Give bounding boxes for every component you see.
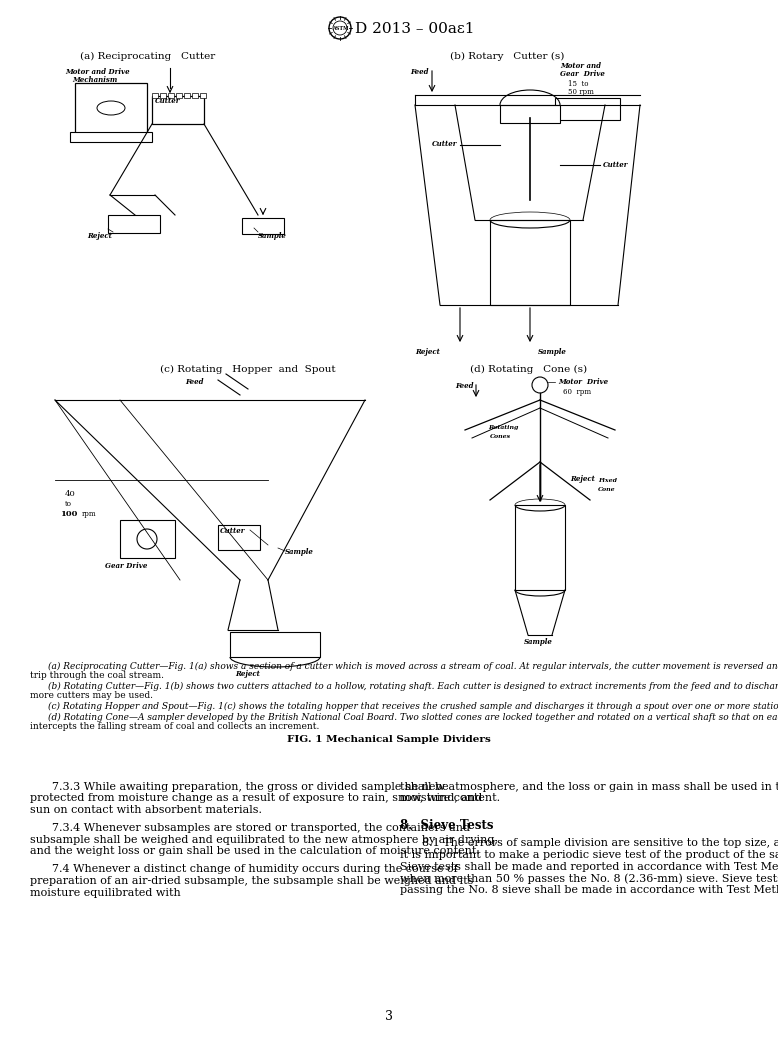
Text: Cutter: Cutter xyxy=(432,139,457,148)
Text: Sample: Sample xyxy=(258,232,287,240)
Text: Cutter: Cutter xyxy=(155,97,180,105)
Text: Feed: Feed xyxy=(410,68,429,76)
Bar xyxy=(192,93,198,98)
Text: (a) Reciprocating   Cutter: (a) Reciprocating Cutter xyxy=(80,52,216,61)
Bar xyxy=(120,520,175,558)
Text: Reject: Reject xyxy=(570,475,595,483)
Text: moisture content.: moisture content. xyxy=(400,793,500,804)
Bar xyxy=(176,93,182,98)
Bar xyxy=(555,98,620,120)
Bar xyxy=(500,105,560,123)
Text: 40: 40 xyxy=(65,490,75,498)
Text: (d) Rotating   Cone (s): (d) Rotating Cone (s) xyxy=(470,365,587,374)
Text: protected from moisture change as a result of exposure to rain, snow, wind, and: protected from moisture change as a resu… xyxy=(30,793,482,804)
Text: it is important to make a periodic sieve test of the product of the sample crush: it is important to make a periodic sieve… xyxy=(400,849,778,860)
Text: Feed: Feed xyxy=(455,382,474,390)
Bar xyxy=(242,218,284,234)
Text: Reject: Reject xyxy=(87,232,112,240)
Text: intercepts the falling stream of coal and collects an increment.: intercepts the falling stream of coal an… xyxy=(30,722,320,731)
Text: 50 rpm: 50 rpm xyxy=(568,88,594,96)
Text: Sample: Sample xyxy=(538,348,567,356)
Bar xyxy=(70,132,152,142)
Bar xyxy=(160,93,166,98)
Text: Fixed: Fixed xyxy=(598,478,617,483)
Text: Motor and Drive: Motor and Drive xyxy=(65,68,130,76)
Text: sun on contact with absorbent materials.: sun on contact with absorbent materials. xyxy=(30,805,262,815)
Text: Motor  Drive: Motor Drive xyxy=(558,378,608,386)
Bar xyxy=(108,215,160,233)
Text: Gear  Drive: Gear Drive xyxy=(560,70,605,78)
Text: (b) Rotary   Cutter (s): (b) Rotary Cutter (s) xyxy=(450,52,564,61)
Text: Cones: Cones xyxy=(490,434,511,439)
Text: 8.  Sieve Tests: 8. Sieve Tests xyxy=(400,819,493,832)
Bar xyxy=(75,83,147,133)
Bar xyxy=(152,93,158,98)
Text: passing the No. 8 sieve shall be made in accordance with Test Method D 197.: passing the No. 8 sieve shall be made in… xyxy=(400,885,778,895)
Text: Gear Drive: Gear Drive xyxy=(105,562,147,570)
Text: ASTM: ASTM xyxy=(331,26,349,31)
Text: rpm: rpm xyxy=(82,510,96,518)
Bar xyxy=(515,505,565,590)
Text: 100: 100 xyxy=(60,510,77,518)
Text: (a) Reciprocating Cutter—Fig. 1(a) shows a section of a cutter which is moved ac: (a) Reciprocating Cutter—Fig. 1(a) shows… xyxy=(48,662,778,671)
Text: Reject: Reject xyxy=(415,348,440,356)
Text: subsample shall be weighed and equilibrated to the new atmosphere by air drying,: subsample shall be weighed and equilibra… xyxy=(30,835,498,844)
Bar xyxy=(490,220,570,305)
Text: (c) Rotating Hopper and Spout—Fig. 1(c) shows the totaling hopper that receives : (c) Rotating Hopper and Spout—Fig. 1(c) … xyxy=(48,702,778,711)
Text: and the weight loss or gain shall be used in the calculation of moisture content: and the weight loss or gain shall be use… xyxy=(30,846,480,857)
Text: when more than 50 % passes the No. 8 (2.36-mm) sieve. Sieve tests on the portion: when more than 50 % passes the No. 8 (2.… xyxy=(400,873,778,884)
Bar xyxy=(152,96,204,124)
Text: 7.3.4 Whenever subsamples are stored or transported, the containers and: 7.3.4 Whenever subsamples are stored or … xyxy=(52,822,470,833)
Text: Motor and: Motor and xyxy=(560,62,601,70)
Text: 7.4 Whenever a distinct change of humidity occurs during the course of: 7.4 Whenever a distinct change of humidi… xyxy=(52,864,457,874)
Bar xyxy=(218,525,260,550)
Text: to: to xyxy=(65,500,72,508)
Text: Reject: Reject xyxy=(235,670,260,678)
Text: Sieve tests shall be made and reported in accordance with Test Method D 4749, ex: Sieve tests shall be made and reported i… xyxy=(400,862,778,871)
Text: the new atmosphere, and the loss or gain in mass shall be used in the calculatio: the new atmosphere, and the loss or gain… xyxy=(400,782,778,791)
Text: 60  rpm: 60 rpm xyxy=(563,388,591,396)
Text: 15  to: 15 to xyxy=(568,80,588,88)
Text: 8.1 The errors of sample division are sensitive to the top size, and therefore,: 8.1 The errors of sample division are se… xyxy=(422,838,778,848)
Text: (b) Rotating Cutter—Fig. 1(b) shows two cutters attached to a hollow, rotating s: (b) Rotating Cutter—Fig. 1(b) shows two … xyxy=(48,682,778,691)
Bar xyxy=(184,93,190,98)
Text: preparation of an air-dried subsample, the subsample shall be weighed and its: preparation of an air-dried subsample, t… xyxy=(30,875,473,886)
Text: Mechanism: Mechanism xyxy=(72,76,117,84)
Text: 3: 3 xyxy=(385,1010,393,1023)
Text: Cutter: Cutter xyxy=(603,161,629,169)
Text: trip through the coal stream.: trip through the coal stream. xyxy=(30,671,164,681)
Bar xyxy=(230,632,320,657)
Text: Sample: Sample xyxy=(524,638,553,646)
Text: more cutters may be used.: more cutters may be used. xyxy=(30,691,153,701)
Text: Cone: Cone xyxy=(598,487,615,492)
Bar xyxy=(200,93,206,98)
Text: 7.3.3 While awaiting preparation, the gross or divided sample shall be: 7.3.3 While awaiting preparation, the gr… xyxy=(52,782,449,791)
Text: Cutter: Cutter xyxy=(220,527,246,535)
Text: moisture equilibrated with: moisture equilibrated with xyxy=(30,888,180,897)
Text: D 2013 – 00aε1: D 2013 – 00aε1 xyxy=(355,22,475,36)
Text: (d) Rotating Cone—A sampler developed by the British National Coal Board. Two sl: (d) Rotating Cone—A sampler developed by… xyxy=(48,712,778,721)
Ellipse shape xyxy=(97,101,125,115)
Text: Rotating: Rotating xyxy=(488,425,518,430)
Text: Feed: Feed xyxy=(185,378,204,386)
Text: (c) Rotating   Hopper  and  Spout: (c) Rotating Hopper and Spout xyxy=(160,365,335,374)
Text: Sample: Sample xyxy=(285,548,314,556)
Text: FIG. 1 Mechanical Sample Dividers: FIG. 1 Mechanical Sample Dividers xyxy=(287,736,491,744)
Bar xyxy=(168,93,174,98)
